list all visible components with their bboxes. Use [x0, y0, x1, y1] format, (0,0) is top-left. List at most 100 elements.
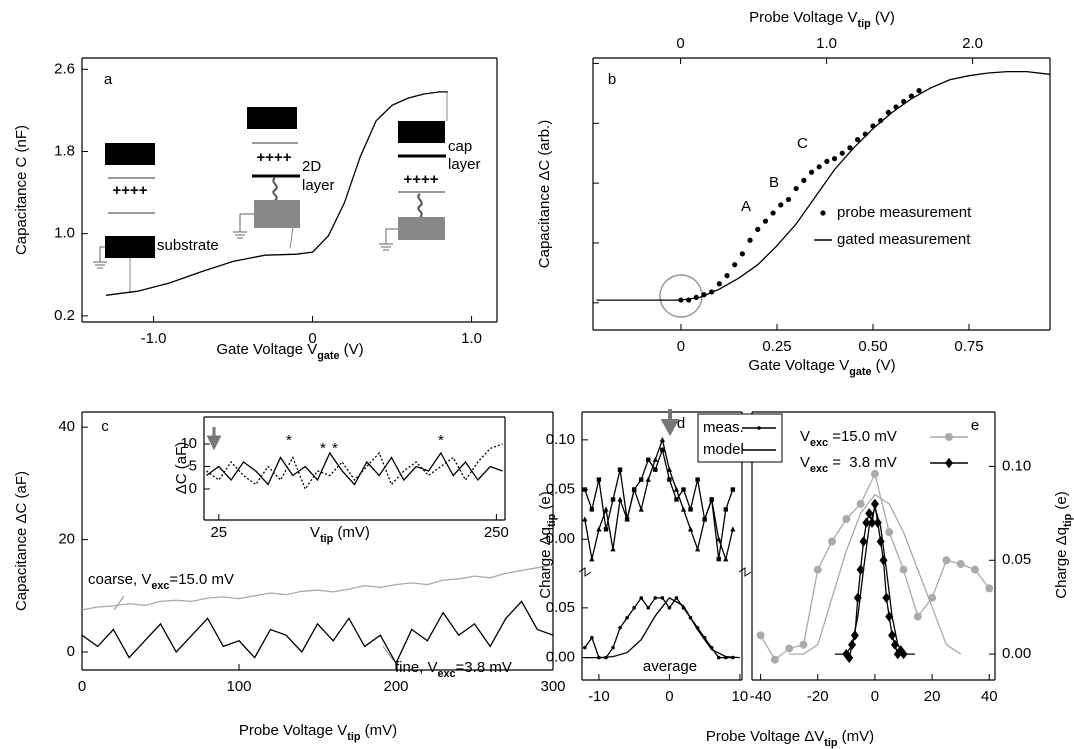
annotation: cap	[448, 138, 472, 155]
data-point	[582, 487, 588, 492]
panel-label: b	[608, 71, 616, 88]
data-point	[603, 506, 609, 512]
y-axis-label: Charge Δqtip (e)	[537, 491, 558, 598]
legend-label: Vexc = 3.8 mV	[800, 454, 897, 475]
data-point	[770, 210, 776, 216]
data-point	[646, 457, 651, 462]
label-part: coarse, V	[88, 571, 151, 588]
y-tick-label: 0.10	[1002, 457, 1031, 474]
y-tick-label: 0	[189, 480, 197, 497]
label-part: (mV)	[837, 728, 874, 745]
data-point	[583, 645, 587, 650]
data-point	[885, 528, 894, 537]
data-point	[730, 487, 736, 492]
subscript: exc	[810, 437, 828, 449]
data-point	[876, 536, 885, 547]
data-point	[913, 612, 922, 621]
subscript: tip	[347, 731, 361, 743]
x-tick-label: 0	[308, 330, 316, 347]
data-point	[646, 606, 651, 610]
data-point	[793, 185, 799, 192]
data-point	[828, 537, 837, 546]
data-line	[596, 70, 1050, 301]
label-part: =15.0 mV	[169, 571, 234, 588]
leader-line	[289, 227, 294, 249]
data-line	[584, 596, 733, 659]
y-tick-label: 40	[58, 418, 75, 435]
label-part: (V)	[339, 341, 363, 358]
legend-box	[697, 413, 783, 463]
data-point	[625, 616, 629, 620]
data-point	[660, 596, 665, 600]
data-point	[778, 202, 784, 208]
data-point	[653, 596, 658, 600]
label-part: Gate Voltage V	[216, 341, 317, 358]
label-part: (mV)	[333, 524, 370, 541]
annotation: ++++	[112, 182, 147, 199]
x-tick-label: 1.0	[461, 330, 482, 347]
y-tick-label: 0	[67, 643, 75, 660]
gate-box	[247, 107, 297, 129]
data-point	[695, 477, 700, 482]
annotation: substrate	[157, 237, 219, 254]
x2-tick-label: 2.0	[962, 35, 983, 52]
data-point	[631, 486, 637, 492]
x-tick-label: 250	[484, 524, 509, 541]
x-tick-label: 0.50	[858, 338, 887, 355]
data-point	[652, 456, 658, 462]
data-point	[868, 517, 877, 528]
y-tick-label: 0.00	[1002, 645, 1031, 662]
legend-label: gated measurement	[837, 231, 971, 248]
contact-box	[398, 217, 445, 240]
subscript: tip	[1062, 513, 1074, 527]
data-point	[582, 516, 588, 522]
legend-marker	[757, 426, 761, 430]
data-point	[680, 506, 687, 512]
data-point	[681, 487, 686, 492]
data-point	[688, 507, 693, 512]
subscript: exc	[810, 463, 828, 475]
data-line	[584, 437, 734, 562]
data-point	[916, 88, 922, 94]
x-axis-label: Gate Voltage Vgate (V)	[216, 341, 363, 362]
data-point	[762, 218, 769, 224]
subscript: tip	[858, 18, 872, 30]
y-axis-label: Capacitance C (nF)	[13, 125, 30, 255]
data-line	[105, 91, 448, 296]
label-part: (e)	[1053, 491, 1070, 514]
annotation: *	[320, 440, 326, 457]
label-part: (V)	[871, 357, 895, 374]
data-point	[755, 226, 761, 232]
annotation: gate	[257, 109, 288, 126]
data-point	[632, 606, 636, 610]
annotation: coarse, Vexc=15.0 mV	[88, 571, 234, 592]
label-part: Probe Voltage V	[749, 9, 857, 26]
data-line	[584, 597, 740, 659]
annotation: C	[797, 135, 808, 152]
legend-label: model	[703, 441, 744, 458]
x-axis-label: Probe Voltage ΔVtip (mV)	[706, 728, 874, 749]
data-point	[659, 436, 665, 443]
data-point	[624, 516, 630, 522]
data-point	[799, 640, 808, 649]
panel-label: d	[677, 415, 685, 432]
data-point	[770, 655, 779, 664]
data-point	[724, 273, 730, 279]
data-point	[716, 655, 721, 660]
schematic	[93, 92, 703, 661]
x-axis-label: Gate Voltage Vgate (V)	[748, 357, 895, 378]
label-part: V	[800, 428, 810, 445]
x-tick-label: 0.75	[954, 338, 983, 355]
annotation: *	[332, 440, 338, 457]
legend-label: probe measurement	[837, 204, 972, 221]
x-tick-label: 40	[981, 688, 998, 705]
label-part: (mV)	[360, 722, 397, 739]
arrows	[578, 409, 752, 577]
y-tick-label: 1.0	[54, 225, 75, 242]
arrow	[660, 409, 680, 437]
data-point	[673, 486, 680, 492]
data-point	[739, 251, 745, 257]
data-point	[870, 469, 879, 478]
